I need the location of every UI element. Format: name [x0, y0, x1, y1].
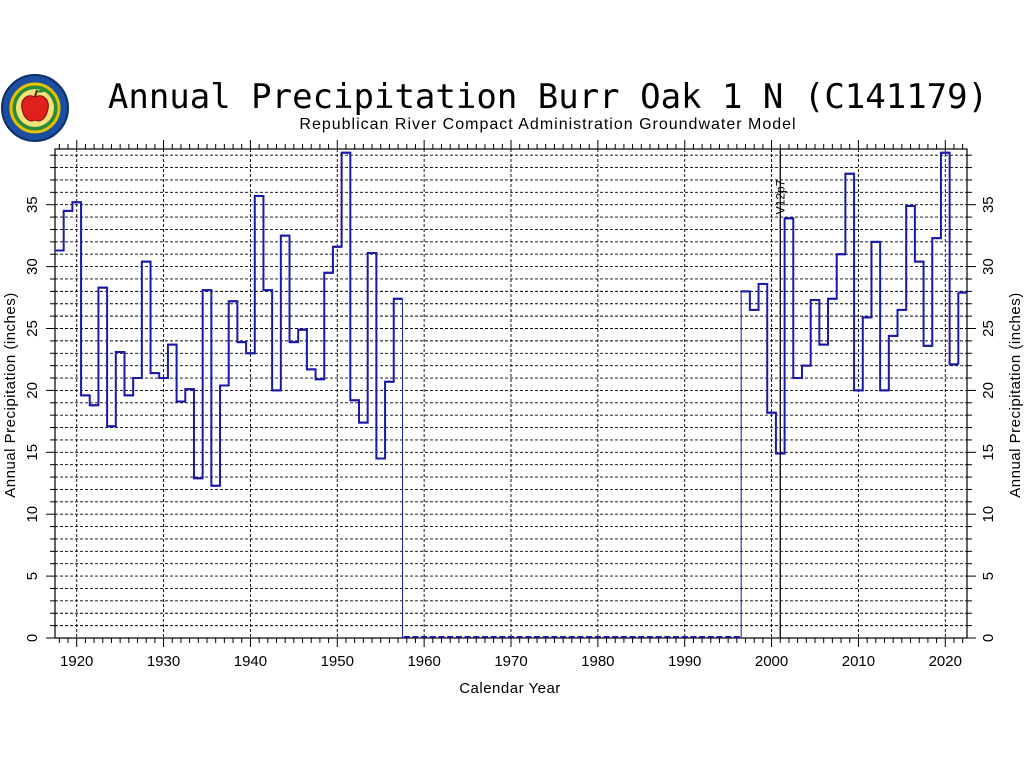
x-tick-label: 1980 [581, 653, 614, 670]
annotations: V12p7 [773, 149, 787, 638]
y-tick-label-right: 30 [980, 258, 997, 275]
y-tick-label-left: 30 [24, 258, 41, 275]
x-tick-label: 1950 [321, 653, 354, 670]
x-axis-label: Calendar Year [459, 680, 561, 697]
x-tick-label: 1940 [234, 653, 267, 670]
y-tick-label-right: 20 [980, 382, 997, 399]
x-tick-label: 1960 [407, 653, 440, 670]
chart-title: Annual Precipitation Burr Oak 1 N (C1411… [108, 77, 988, 117]
precipitation-step-line [55, 151, 403, 487]
x-tick-label: 1970 [494, 653, 527, 670]
reference-line-label: V12p7 [773, 179, 787, 214]
y-tick-label-left: 20 [24, 382, 41, 399]
y-tick-label-right: 5 [980, 572, 997, 580]
chart-subtitle: Republican River Compact Administration … [299, 116, 796, 133]
apple-stem-icon [34, 89, 38, 98]
y-tick-label-left: 5 [24, 572, 41, 580]
y-tick-label-left: 0 [24, 634, 41, 642]
grid-lines [55, 149, 967, 638]
apple-icon [21, 95, 49, 122]
data-series [55, 151, 967, 638]
x-tick-label: 1930 [147, 653, 180, 670]
rrca-logo [1, 74, 69, 142]
y-tick-label-right: 15 [980, 444, 997, 461]
y-tick-label-right: 0 [980, 634, 997, 642]
y-tick-label-left: 15 [24, 444, 41, 461]
y-tick-label-left: 35 [24, 196, 41, 213]
y-axis-label-right: Annual Precipitation (inches) [1007, 292, 1024, 497]
x-tick-label: 2000 [755, 653, 788, 670]
y-tick-label-right: 10 [980, 506, 997, 523]
y-tick-label-left: 10 [24, 506, 41, 523]
x-tick-label: 2010 [842, 653, 875, 670]
x-tick-label: 2020 [929, 653, 962, 670]
y-tick-label-right: 25 [980, 320, 997, 337]
y-tick-label-right: 35 [980, 196, 997, 213]
apple-leaf-icon [37, 88, 46, 93]
y-tick-label-left: 25 [24, 320, 41, 337]
x-tick-label: 1990 [668, 653, 701, 670]
y-axis-label-left: Annual Precipitation (inches) [2, 292, 19, 497]
axes: 1920 1930 1940 1950 1960 1970 1980 1990 2000 2010… [24, 140, 997, 670]
x-tick-label: 1920 [60, 653, 93, 670]
